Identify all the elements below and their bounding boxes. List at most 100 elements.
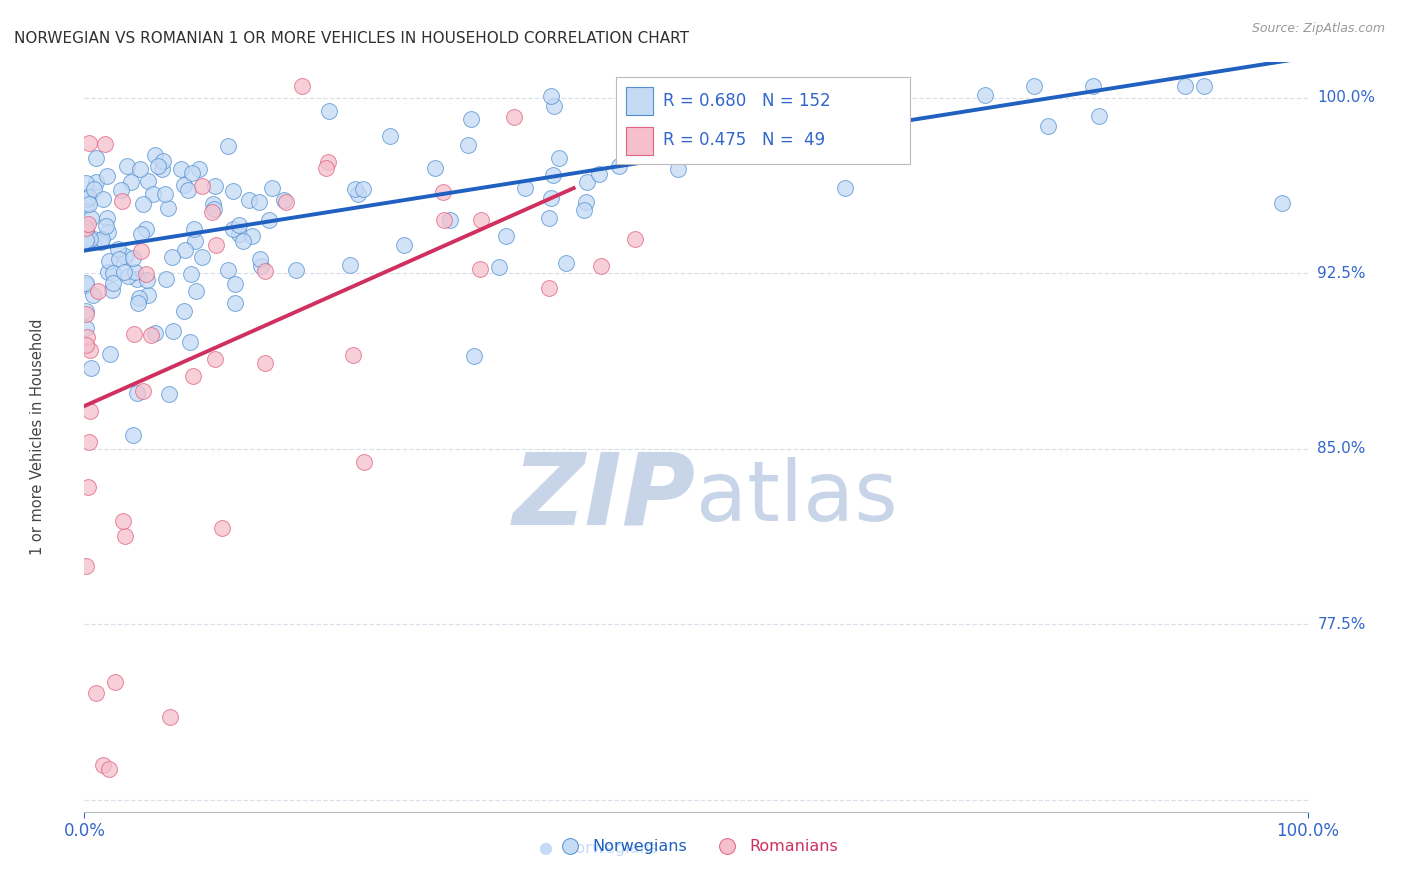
Point (540, 191, 562, 205)
Point (187, 162, 209, 177)
Point (79, 232, 101, 246)
Point (228, 219, 250, 233)
Point (724, 78, 747, 93)
Point (173, 178, 195, 193)
Point (94, 136, 117, 151)
Point (114, 249, 136, 263)
Point (142, 187, 165, 202)
Point (76, 192, 98, 206)
Point (79, 343, 101, 357)
Point (183, 222, 205, 236)
Point (107, 242, 129, 256)
Point (75, 559, 97, 574)
Point (80, 211, 103, 225)
Point (347, 187, 370, 202)
Point (439, 213, 461, 227)
Point (222, 185, 245, 199)
Point (75, 321, 97, 335)
Point (834, 181, 856, 195)
Text: 85.0%: 85.0% (1317, 442, 1365, 457)
Point (201, 204, 224, 219)
Point (160, 250, 183, 264)
Point (83, 182, 105, 196)
Point (470, 261, 492, 276)
Point (191, 179, 214, 194)
Text: 77.5%: 77.5% (1317, 617, 1365, 632)
Point (75, 176, 97, 190)
Point (112, 514, 135, 528)
Point (83, 232, 105, 246)
Text: atlas: atlas (696, 457, 897, 538)
Text: 92.5%: 92.5% (1317, 266, 1365, 281)
Point (463, 349, 485, 363)
Text: Source: ZipAtlas.com: Source: ZipAtlas.com (1251, 22, 1385, 36)
Point (124, 265, 146, 279)
Point (136, 288, 159, 302)
Point (682, 131, 704, 145)
Point (202, 196, 225, 211)
Point (555, 256, 578, 270)
Point (228, 227, 250, 241)
Point (257, 213, 280, 227)
Point (96, 169, 118, 184)
Point (575, 175, 598, 189)
Point (112, 265, 135, 279)
Point (79, 434, 101, 449)
Point (91, 192, 114, 206)
Point (1270, 196, 1292, 211)
Point (250, 259, 273, 273)
Point (676, 108, 699, 122)
Point (806, 105, 828, 120)
Point (132, 197, 155, 211)
Point (342, 348, 364, 362)
Point (84, 151, 107, 165)
Point (75, 277, 97, 291)
Point (204, 352, 226, 367)
Point (173, 244, 195, 258)
Point (180, 267, 202, 281)
Point (253, 356, 276, 370)
Point (432, 185, 454, 199)
Point (339, 258, 361, 272)
Point (84, 175, 107, 189)
Text: 1 or more Vehicles in Household: 1 or more Vehicles in Household (31, 318, 45, 556)
Point (353, 455, 375, 469)
Point (129, 161, 152, 176)
Point (162, 324, 184, 338)
Text: NORWEGIAN VS ROMANIAN 1 OR MORE VEHICLES IN HOUSEHOLD CORRELATION CHART: NORWEGIAN VS ROMANIAN 1 OR MORE VEHICLES… (14, 31, 689, 46)
Point (254, 263, 277, 277)
Point (238, 193, 260, 207)
Point (127, 385, 149, 400)
Point (628, 78, 651, 93)
Point (547, 152, 569, 166)
Point (352, 182, 374, 196)
Point (75, 222, 97, 236)
Point (77, 480, 100, 494)
Legend: Norwegians, Romanians: Norwegians, Romanians (547, 832, 845, 860)
Point (344, 182, 367, 196)
Point (77, 196, 100, 211)
Point (513, 180, 536, 194)
Point (75, 303, 97, 318)
Point (543, 168, 565, 182)
Point (98, 347, 121, 361)
Text: ●  Norwegians: ● Norwegians (538, 841, 658, 856)
Point (76, 330, 98, 344)
Point (129, 244, 152, 258)
Point (79, 403, 101, 417)
Text: ZIP: ZIP (513, 449, 696, 546)
Point (143, 326, 166, 340)
Point (540, 88, 562, 103)
Point (136, 173, 159, 187)
Point (183, 368, 205, 383)
Point (433, 212, 456, 227)
Point (82, 287, 104, 301)
Point (676, 81, 699, 95)
Point (797, 78, 820, 93)
Point (470, 213, 492, 227)
Point (232, 235, 254, 249)
Point (132, 384, 155, 398)
Point (316, 154, 339, 169)
Point (624, 232, 647, 246)
Point (204, 178, 226, 193)
